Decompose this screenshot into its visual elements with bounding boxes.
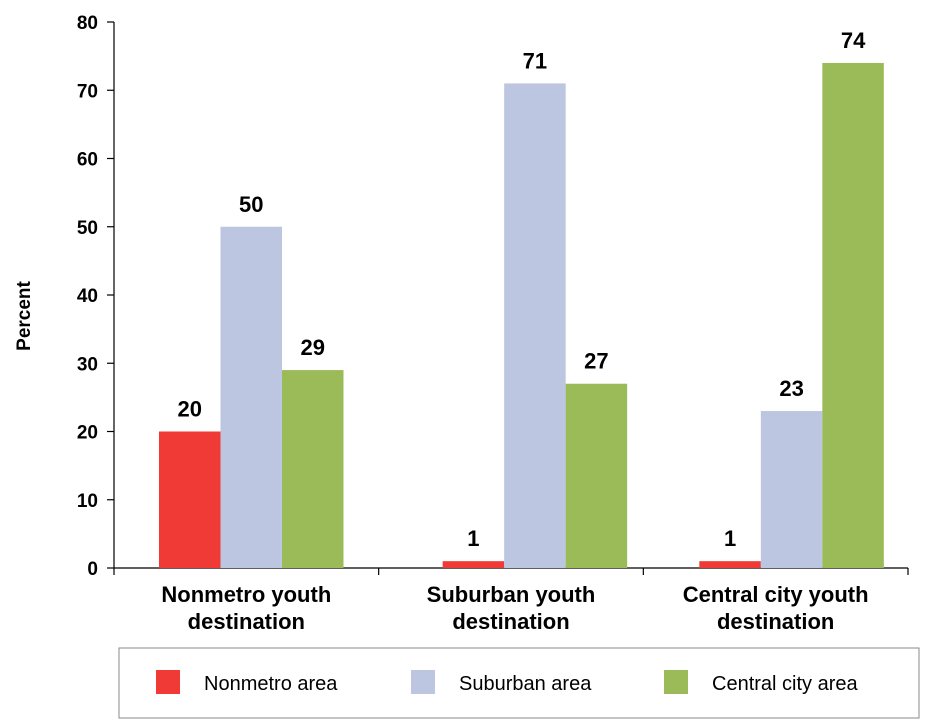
legend-label: Nonmetro area xyxy=(204,673,338,695)
bar xyxy=(565,383,628,568)
data-label: 20 xyxy=(178,397,202,422)
data-label: 29 xyxy=(301,335,325,360)
legend-swatch xyxy=(411,670,435,694)
y-tick-label: 50 xyxy=(77,218,98,239)
legend-box xyxy=(118,647,920,719)
bar xyxy=(504,83,566,569)
y-tick-label: 60 xyxy=(77,150,98,171)
data-label: 23 xyxy=(779,376,803,401)
y-tick-label: 80 xyxy=(77,13,98,34)
x-category-label: Suburban youth xyxy=(427,582,596,607)
x-category-label: destination xyxy=(452,609,569,634)
bar xyxy=(159,431,221,568)
legend-swatch xyxy=(156,670,180,694)
bar xyxy=(822,62,884,568)
legend-label: Central city area xyxy=(712,673,858,695)
bar xyxy=(282,370,344,568)
x-category-label: Nonmetro youth xyxy=(161,582,331,607)
bar xyxy=(699,561,761,568)
y-axis-title: Percent xyxy=(14,280,35,350)
y-tick-label: 70 xyxy=(77,81,98,102)
legend-swatch xyxy=(664,670,688,694)
data-label: 1 xyxy=(724,526,736,551)
y-tick-label: 10 xyxy=(77,491,98,512)
data-label: 1 xyxy=(467,526,479,551)
data-label: 74 xyxy=(841,28,866,53)
legend-label: Suburban area xyxy=(459,673,592,695)
data-label: 71 xyxy=(523,48,547,73)
bar xyxy=(760,411,823,568)
data-label: 27 xyxy=(584,349,608,374)
y-tick-label: 40 xyxy=(77,286,98,307)
bar xyxy=(442,561,505,568)
x-category-label: Central city youth xyxy=(683,582,869,607)
x-category-label: destination xyxy=(717,609,834,634)
bar xyxy=(220,226,282,568)
y-tick-label: 30 xyxy=(77,354,98,375)
data-label: 50 xyxy=(239,192,263,217)
x-category-label: destination xyxy=(188,609,305,634)
y-tick-label: 0 xyxy=(87,559,98,580)
y-tick-label: 20 xyxy=(77,423,98,444)
